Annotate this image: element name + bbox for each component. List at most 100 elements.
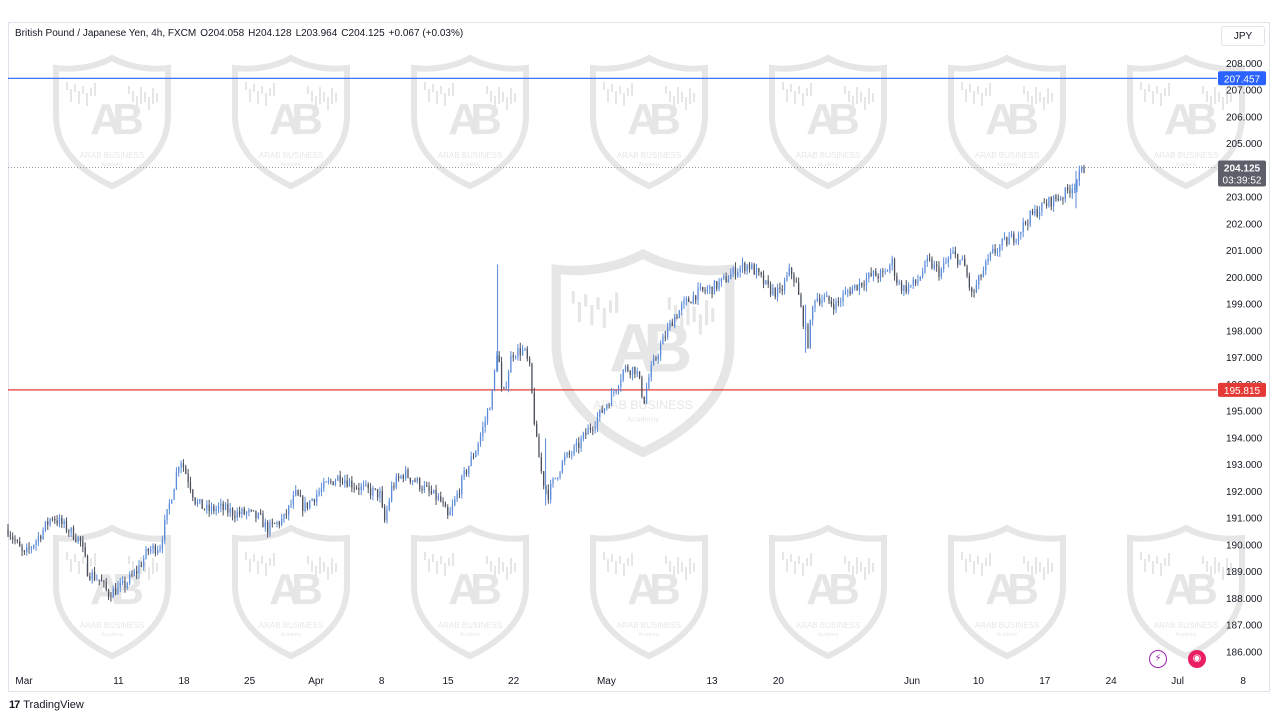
low-label: L: [295, 28, 302, 39]
candle: [1074, 183, 1076, 194]
candle: [507, 369, 510, 393]
candle: [397, 473, 400, 482]
candle: [433, 489, 435, 494]
candle: [695, 295, 697, 305]
candle: [295, 485, 297, 497]
candle: [70, 527, 72, 537]
time-axis[interactable]: Mar 11 18 25 Apr 8 15 22 May 13 20 Jun 10 17 24 Jul 8: [15, 676, 1246, 687]
candle: [992, 244, 994, 254]
candle: [994, 244, 996, 256]
candle: [910, 284, 912, 288]
watermark-subtext: Academy: [460, 632, 481, 638]
candle: [762, 270, 765, 289]
candle: [416, 476, 418, 484]
candle: [790, 267, 793, 280]
candle: [16, 539, 18, 544]
candle: [624, 364, 627, 373]
candle: [402, 473, 404, 483]
candle: [776, 283, 779, 302]
support-price-label: 195.815: [1224, 386, 1261, 397]
candle: [854, 284, 856, 291]
candle: [975, 279, 978, 294]
svg-text:A: A: [985, 95, 1017, 144]
candle: [98, 579, 100, 586]
candle: [175, 467, 178, 491]
candle: [893, 257, 896, 281]
candle: [313, 498, 316, 506]
candle: [482, 421, 484, 442]
candle: [180, 460, 182, 474]
price-tick-label: 186.000: [1226, 648, 1263, 659]
candle: [372, 485, 374, 501]
candle: [390, 481, 393, 503]
candle: [952, 246, 954, 255]
candle: [166, 509, 168, 525]
svg-text:B: B: [112, 95, 144, 144]
candle: [28, 542, 30, 554]
candle: [739, 265, 741, 278]
candle: [973, 288, 975, 298]
candle: [348, 478, 351, 487]
tradingview-wordmark: TradingView: [23, 699, 84, 711]
candle: [274, 522, 276, 525]
watermark-shield-icon: AB ARAB BUSINESS Academy: [1127, 54, 1245, 190]
candle: [914, 279, 917, 287]
candle: [374, 488, 376, 491]
candle: [400, 474, 402, 480]
candle: [194, 497, 196, 506]
watermark-shield-icon: AB ARAB BUSINESS Academy: [769, 524, 887, 660]
candle: [957, 253, 959, 268]
candle: [355, 485, 358, 490]
candle: [788, 263, 790, 277]
candle: [828, 295, 830, 305]
watermark-text: ARAB BUSINESS: [975, 151, 1039, 160]
candle: [547, 484, 549, 504]
candle: [215, 505, 217, 516]
candle: [566, 451, 568, 459]
candle: [664, 330, 666, 342]
candle: [746, 263, 748, 275]
currency-button[interactable]: JPY: [1221, 26, 1265, 46]
watermark-subtext: Academy: [281, 632, 302, 638]
candle: [809, 319, 811, 349]
candle: [121, 576, 124, 586]
candle: [9, 531, 11, 540]
candle: [751, 262, 753, 270]
price-tick-label: 198.000: [1226, 326, 1263, 337]
candle: [582, 431, 585, 442]
tradingview-logo[interactable]: 17 TradingView: [9, 699, 84, 711]
candle: [954, 246, 956, 259]
watermark-text: ARAB BUSINESS: [617, 621, 681, 630]
candles: [7, 164, 1085, 602]
candle: [648, 373, 650, 390]
candle: [173, 488, 175, 501]
watermark-text: ARAB BUSINESS: [796, 621, 860, 630]
candle: [93, 566, 96, 582]
candle: [493, 369, 496, 392]
candle: [407, 467, 409, 479]
candle: [816, 292, 818, 303]
candle: [220, 498, 222, 513]
candle: [84, 542, 86, 558]
candle: [755, 263, 758, 279]
candle: [37, 531, 40, 547]
watermark-subtext: Academy: [997, 632, 1018, 638]
watermark-shield-icon: AB ARAB BUSINESS Academy: [948, 524, 1066, 660]
candle: [208, 499, 210, 517]
candle: [884, 268, 886, 275]
candle: [737, 268, 739, 278]
time-tick-label: Jul: [1171, 676, 1184, 687]
watermark-text: ARAB BUSINESS: [593, 398, 693, 412]
candle: [1069, 184, 1071, 198]
price-axis[interactable]: 186.000 187.000 188.000 189.000 190.000 191.0…: [1226, 59, 1263, 659]
globe-icon[interactable]: ◉: [1188, 650, 1206, 668]
candle: [538, 433, 540, 458]
candle: [276, 520, 278, 528]
symbol-name[interactable]: British Pound / Japanese Yen, 4h, FXCM: [15, 28, 197, 39]
candle: [1031, 208, 1034, 216]
lightning-icon[interactable]: ⚡: [1149, 650, 1167, 668]
candle: [51, 516, 54, 522]
candle: [596, 412, 599, 433]
candle: [716, 280, 718, 292]
